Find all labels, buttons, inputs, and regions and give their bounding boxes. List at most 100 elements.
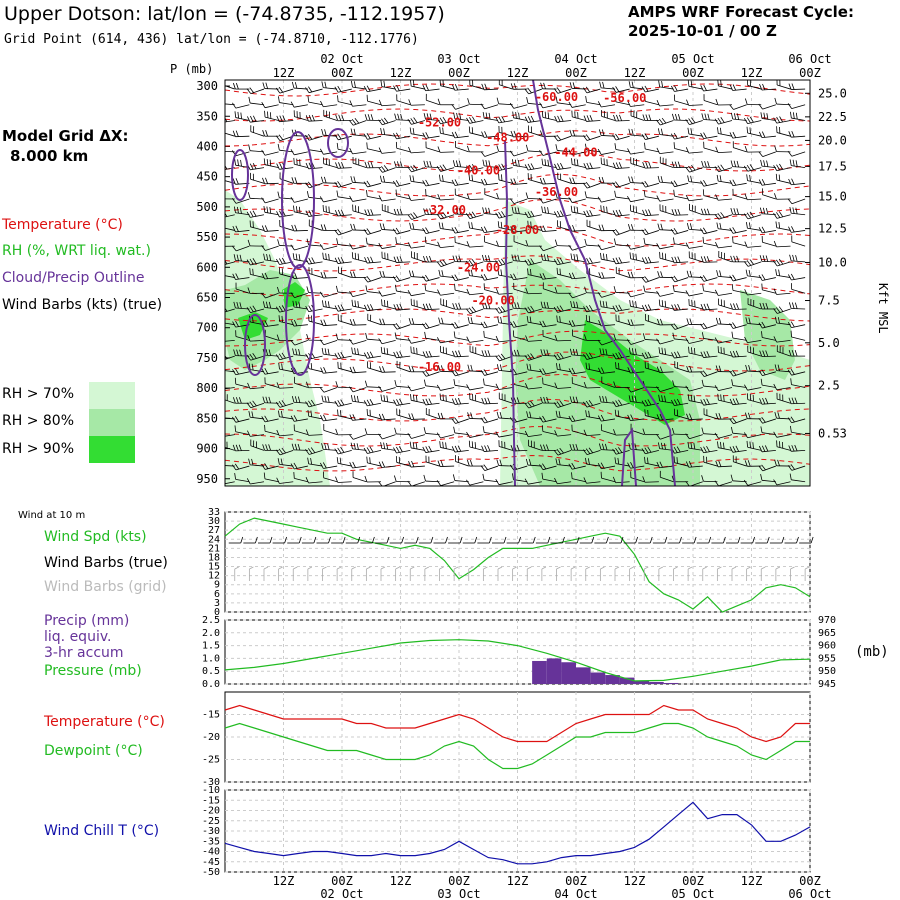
wind-barb	[305, 447, 323, 455]
wind-barb	[670, 275, 689, 283]
wind-barb	[673, 94, 689, 106]
wind-barb	[378, 117, 396, 126]
wind-barb-true	[389, 536, 405, 544]
wind-barb	[392, 180, 411, 187]
time-label-top: 12Z	[390, 66, 412, 80]
wind-barb	[568, 101, 586, 108]
wind-barb	[422, 350, 440, 358]
wind-barb	[423, 474, 440, 483]
wind-barb	[366, 408, 382, 420]
wind-barb	[583, 115, 601, 122]
wind-barb-true	[331, 536, 346, 544]
wind-barb	[787, 416, 806, 424]
wind-barb	[555, 144, 572, 153]
wind-barb	[759, 83, 776, 91]
wind-barb	[540, 253, 557, 263]
wind-barb	[293, 424, 308, 436]
wind-barb	[437, 241, 455, 249]
wind-barb	[481, 131, 499, 138]
wind-barb-grid	[673, 566, 678, 581]
wind-barb	[527, 268, 542, 278]
wind-barb	[466, 116, 484, 124]
wind-barb	[410, 298, 425, 310]
wind-barb	[338, 266, 352, 278]
wind-barb	[568, 197, 586, 204]
wind-barb	[758, 369, 776, 377]
time-label-top: 12Z	[624, 66, 646, 80]
precip-tick-label: 1.0	[202, 653, 220, 664]
wind-barb	[467, 269, 484, 278]
wind-barb	[524, 383, 542, 390]
wind-barb	[524, 305, 542, 314]
wind-barb	[776, 126, 791, 137]
wind-barb	[423, 208, 440, 216]
wind-barb	[613, 333, 630, 341]
wind-barb	[455, 141, 469, 153]
wind-barb	[293, 110, 308, 121]
wind-barb	[671, 256, 689, 264]
wind-barb	[630, 471, 645, 483]
wind-barb	[247, 115, 265, 123]
wind-barb-grid	[746, 566, 751, 581]
wind-barb	[349, 195, 367, 202]
wind-barb	[598, 443, 616, 451]
wind-barb	[570, 300, 586, 310]
page-title: Upper Dotson: lat/lon = (-74.8735, -112.…	[4, 3, 445, 25]
wind-barb	[656, 290, 674, 297]
wind-barb	[264, 377, 279, 388]
wind-barb	[335, 285, 352, 294]
wind-barb-true	[711, 536, 726, 544]
wind-barb	[261, 272, 279, 280]
wind-barb-grid	[482, 566, 488, 581]
wind-barb	[630, 109, 645, 121]
wind-barb	[600, 157, 616, 168]
wind-barb	[687, 175, 703, 184]
wind-barb-true	[404, 536, 419, 544]
height-tick-label: 12.5	[818, 222, 847, 236]
wind-barb	[232, 444, 250, 452]
wind-barb	[760, 378, 776, 388]
wind-barb	[789, 254, 806, 263]
wind-barb	[407, 117, 425, 125]
wind-barb	[525, 287, 542, 295]
wind-barb	[612, 181, 630, 189]
wind-barb	[644, 95, 659, 106]
wind-barb-true	[535, 536, 551, 544]
wind-barb	[480, 416, 499, 424]
wind-barb	[363, 446, 382, 454]
wind-barb	[615, 362, 630, 373]
wind-barb	[700, 256, 718, 263]
wind-barb	[671, 427, 689, 436]
wind-barb	[600, 252, 616, 263]
wind-barb	[436, 480, 455, 486]
wind-tick-label: 18	[208, 552, 220, 563]
wind-barb-true	[448, 536, 463, 544]
wind-barb	[597, 462, 616, 470]
wind-barb	[422, 303, 440, 311]
wind-barb	[381, 299, 396, 310]
precip-bar	[663, 682, 679, 684]
wind-barb	[626, 386, 645, 393]
wind-barb	[451, 322, 469, 329]
wind-barb	[277, 410, 294, 420]
wind-barb	[422, 445, 440, 453]
wind-barb	[378, 413, 396, 421]
wind-barb	[469, 393, 484, 404]
wind-barb	[425, 141, 440, 153]
wind-barb	[626, 339, 645, 345]
legend-windchill: Wind Chill T (°C)	[44, 823, 160, 839]
wind-barb	[526, 315, 542, 326]
wind-barb	[585, 362, 601, 373]
wind-barb	[225, 434, 235, 438]
wind-barb	[569, 224, 586, 232]
wind-barb	[250, 439, 265, 451]
wind-barb	[670, 132, 689, 140]
wind-barb	[642, 161, 659, 169]
wind-barb	[261, 292, 279, 299]
upper-panel-frame	[224, 79, 811, 487]
wind-barb	[527, 220, 542, 231]
wind-barb	[541, 110, 557, 121]
wind-barb	[396, 360, 411, 373]
wind-barb	[541, 425, 557, 436]
wind-barb	[466, 459, 484, 467]
